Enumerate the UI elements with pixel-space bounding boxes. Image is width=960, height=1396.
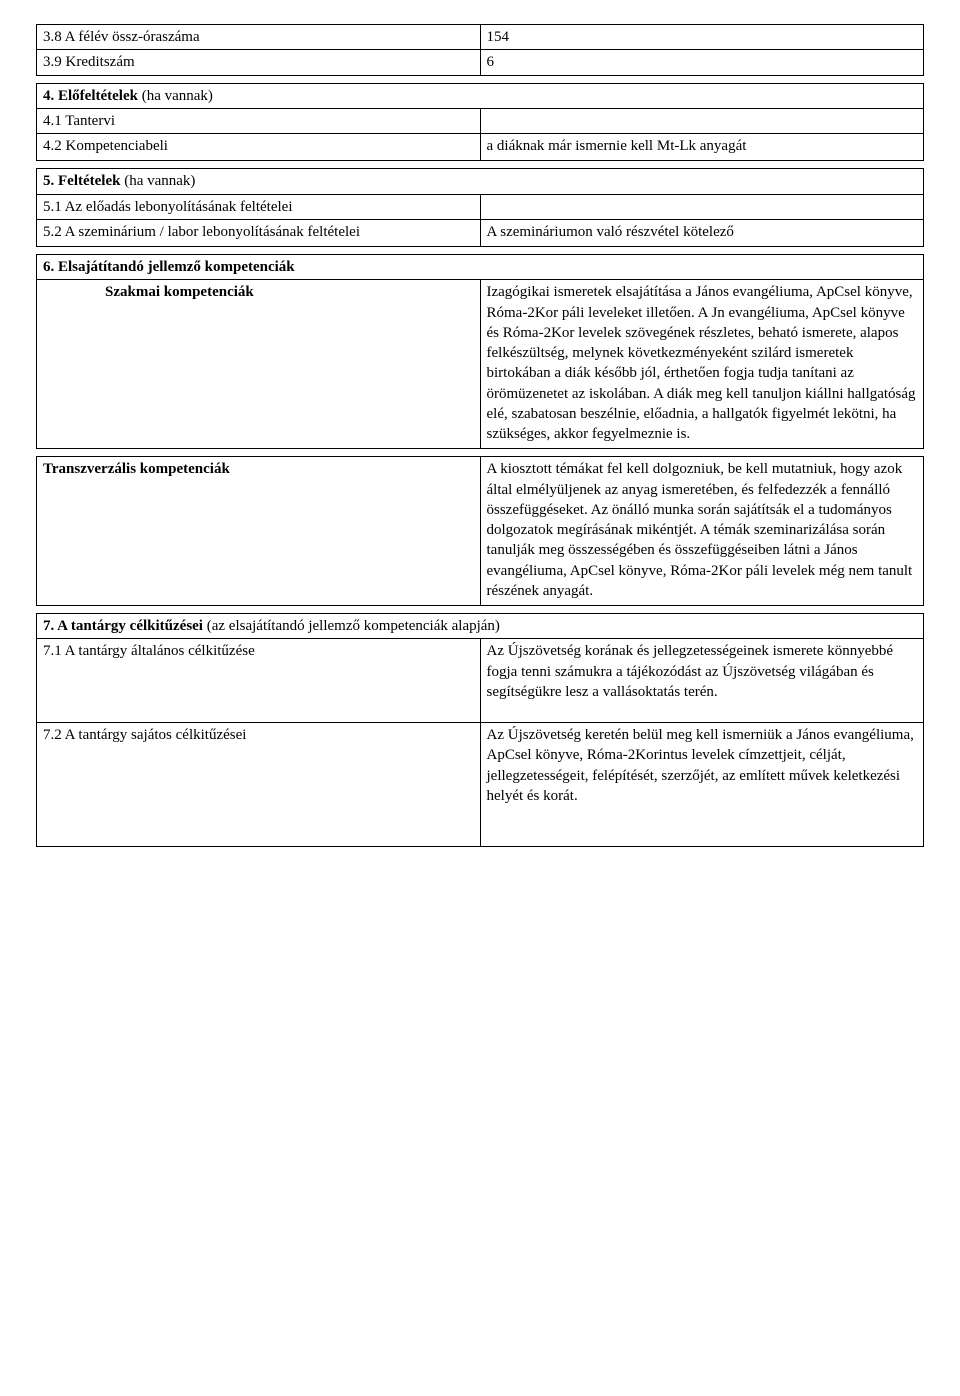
row-7-header-suffix: (az elsajátítandó jellemző kompetenciák … [203,618,500,634]
row-39-value: 6 [480,50,924,75]
row-6-header: 6. Elsajátítandó jellemző kompetenciák [37,255,924,280]
row-4-header-bold: 4. Előfeltételek [43,88,138,104]
row-38-value: 154 [480,25,924,50]
row-52-value: A szemináriumon való részvétel kötelező [480,219,924,246]
row-6a-value: Izagógikai ismeretek elsajátítása a Jáno… [480,280,924,449]
row-6b-value: A kiosztott témákat fel kell dolgozniuk,… [480,457,924,606]
row-72-value: Az Újszövetség keretén belül meg kell is… [480,723,924,847]
row-51-label: 5.1 Az előadás lebonyolításának feltétel… [37,194,481,219]
row-51-value [480,194,924,219]
row-71-value: Az Újszövetség korának és jellegzetesség… [480,639,924,723]
row-4-header: 4. Előfeltételek (ha vannak) [37,83,924,108]
row-5-header: 5. Feltételek (ha vannak) [37,169,924,194]
row-72-label: 7.2 A tantárgy sajátos célkitűzései [37,723,481,847]
row-4-header-suffix: (ha vannak) [138,88,213,104]
row-6b-label: Transzverzális kompetenciák [37,457,481,606]
row-41-value [480,108,924,133]
row-52-label: 5.2 A szeminárium / labor lebonyolításán… [37,219,481,246]
row-71-label: 7.1 A tantárgy általános célkitűzése [37,639,481,723]
row-41-label: 4.1 Tantervi [37,108,481,133]
row-6a-label: Szakmai kompetenciák [37,280,481,449]
row-5-header-bold: 5. Feltételek [43,173,120,189]
row-7-header-bold: 7. A tantárgy célkitűzései [43,618,203,634]
row-42-value: a diáknak már ismernie kell Mt-Lk anyagá… [480,134,924,161]
row-38-label: 3.8 A félév össz-óraszáma [37,25,481,50]
row-42-label: 4.2 Kompetenciabeli [37,134,481,161]
row-7-header: 7. A tantárgy célkitűzései (az elsajátít… [37,614,924,639]
row-39-label: 3.9 Kreditszám [37,50,481,75]
row-5-header-suffix: (ha vannak) [120,173,195,189]
